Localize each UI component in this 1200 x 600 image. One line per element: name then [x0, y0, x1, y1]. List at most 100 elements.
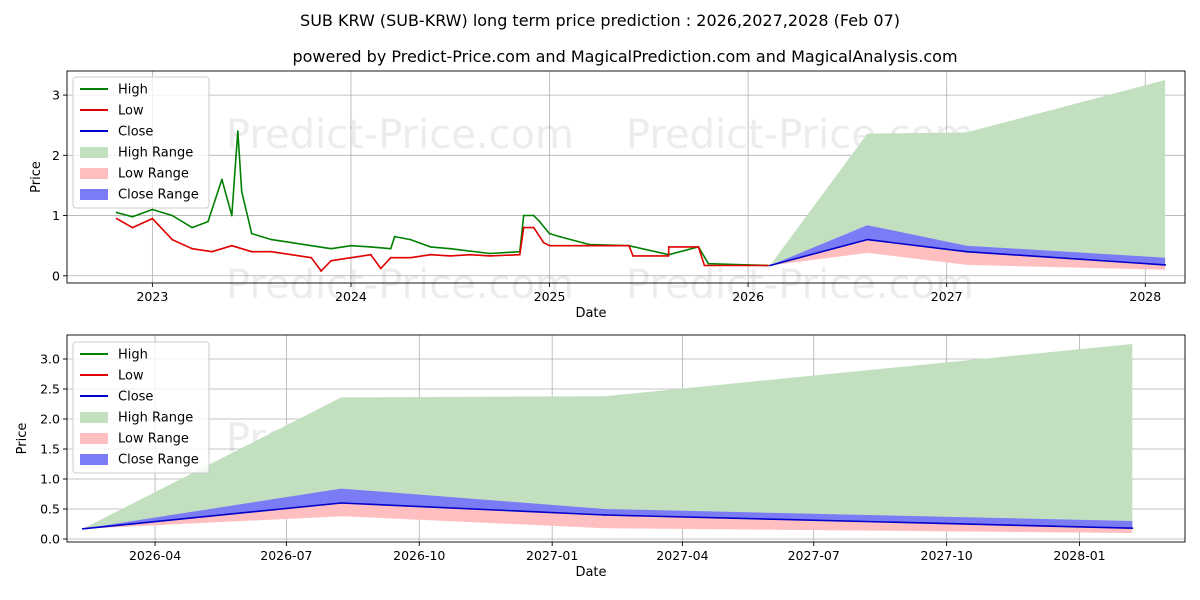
y-tick-label: 2.0 — [40, 412, 60, 427]
watermark-text: Predict-Price.com — [626, 262, 974, 308]
data-point-high — [389, 247, 392, 250]
x-tick-label: 2027-10 — [921, 548, 973, 563]
range-area-close-range — [770, 225, 1166, 266]
legend-label: High Range — [118, 146, 193, 161]
data-point-high — [191, 226, 194, 229]
data-point-high — [171, 214, 174, 217]
data-point-high — [250, 232, 253, 235]
data-point-close — [866, 238, 869, 241]
range-area-high-range — [770, 80, 1166, 266]
data-point-high — [369, 245, 372, 248]
data-point-low — [320, 270, 323, 272]
axes-frame — [66, 334, 1186, 543]
data-point-low — [747, 264, 750, 267]
data-point-close — [1131, 527, 1134, 530]
legend-label: High — [118, 348, 148, 363]
data-point-low — [588, 244, 591, 247]
data-point-low — [389, 256, 392, 259]
data-point-high — [393, 235, 396, 238]
data-point-low — [230, 244, 233, 247]
x-tick-label: 2027 — [931, 289, 963, 304]
x-tick-label: 2028 — [1129, 289, 1161, 304]
y-tick-label: 0.0 — [40, 532, 60, 547]
data-point-close — [604, 514, 606, 516]
data-point-low — [151, 217, 154, 220]
data-point-low — [429, 253, 432, 256]
data-point-high — [350, 244, 352, 247]
data-point-high — [236, 130, 239, 133]
legend: High Low Close High Range Low Range Close Ran… — [72, 341, 210, 474]
data-point-close — [81, 527, 84, 530]
data-point-close — [769, 264, 771, 267]
data-point-high — [151, 208, 154, 211]
data-point-high — [449, 247, 452, 250]
data-point-low — [632, 254, 634, 257]
range-area-low-range — [82, 503, 1133, 533]
legend-swatch-high-range — [80, 412, 108, 423]
data-point-high — [558, 235, 561, 238]
data-point-close — [965, 250, 968, 253]
data-point-low — [211, 250, 213, 253]
plot-area — [115, 80, 1167, 272]
legend: High Low Close High Range Low Range Close Ran… — [72, 76, 210, 209]
x-tick-label: 2026-07 — [260, 548, 312, 563]
y-tick-label: 1.5 — [40, 442, 60, 457]
chart-title: SUB KRW (SUB-KRW) long term price predic… — [300, 11, 900, 30]
data-point-low — [542, 241, 545, 244]
data-point-low — [667, 254, 670, 257]
data-point-low — [171, 238, 174, 241]
legend-label: Low Range — [118, 432, 189, 447]
data-point-low — [628, 244, 630, 247]
legend-label: Low — [118, 369, 144, 384]
x-tick-label: 2025 — [534, 289, 566, 304]
axes-frame — [66, 70, 1186, 284]
y-tick-label: 0.5 — [40, 502, 60, 517]
y-tick-label: 1 — [52, 208, 60, 223]
data-point-high — [290, 241, 293, 244]
x-tick-label: 2023 — [136, 289, 168, 304]
data-point-low — [548, 244, 551, 247]
data-point-low — [767, 264, 769, 267]
x-axis-label: Date — [575, 565, 606, 580]
data-point-high — [409, 238, 412, 241]
data-point-high — [522, 214, 525, 217]
data-point-low — [703, 264, 706, 267]
y-tick-label: 2 — [52, 148, 60, 163]
legend-label: Low Range — [118, 167, 189, 182]
legend-label: Close — [118, 390, 153, 405]
data-point-low — [131, 226, 134, 229]
legend-label: Close Range — [118, 453, 199, 468]
data-point-high — [532, 214, 535, 217]
chart-subtitle: powered by Predict-Price.com and Magical… — [292, 47, 957, 66]
data-point-high — [310, 244, 313, 247]
data-point-high — [489, 252, 491, 255]
y-axis-label: Price — [15, 423, 30, 455]
legend-label: Close — [118, 125, 153, 140]
data-point-low — [667, 245, 670, 248]
legend-label: High Range — [118, 411, 193, 426]
data-point-low — [697, 245, 700, 248]
data-point-close — [1164, 264, 1167, 266]
y-tick-label: 3.0 — [40, 352, 60, 367]
series-line-close — [82, 502, 1133, 530]
y-tick-label: 2.5 — [40, 382, 60, 397]
data-point-close — [340, 502, 343, 504]
legend-swatch-low-range — [80, 168, 108, 179]
data-point-high — [548, 232, 551, 235]
x-tick-label: 2028-01 — [1053, 548, 1105, 563]
legend-swatch-close-range — [80, 189, 108, 200]
series-line-low — [116, 217, 768, 272]
watermark-text: Predict-Price.com — [226, 262, 574, 308]
data-point-low — [379, 267, 382, 270]
legend-label: High — [118, 83, 148, 98]
legend-swatch-close-range — [80, 454, 108, 465]
x-tick-label: 2027-01 — [526, 548, 578, 563]
y-tick-label: 1.0 — [40, 472, 60, 487]
plot-area — [81, 344, 1134, 533]
data-point-low — [330, 259, 333, 262]
legend-label: Low — [118, 104, 144, 119]
x-tick-label: 2027-07 — [788, 548, 840, 563]
data-point-high — [707, 262, 710, 265]
data-point-high — [115, 211, 118, 214]
data-point-low — [250, 250, 253, 253]
